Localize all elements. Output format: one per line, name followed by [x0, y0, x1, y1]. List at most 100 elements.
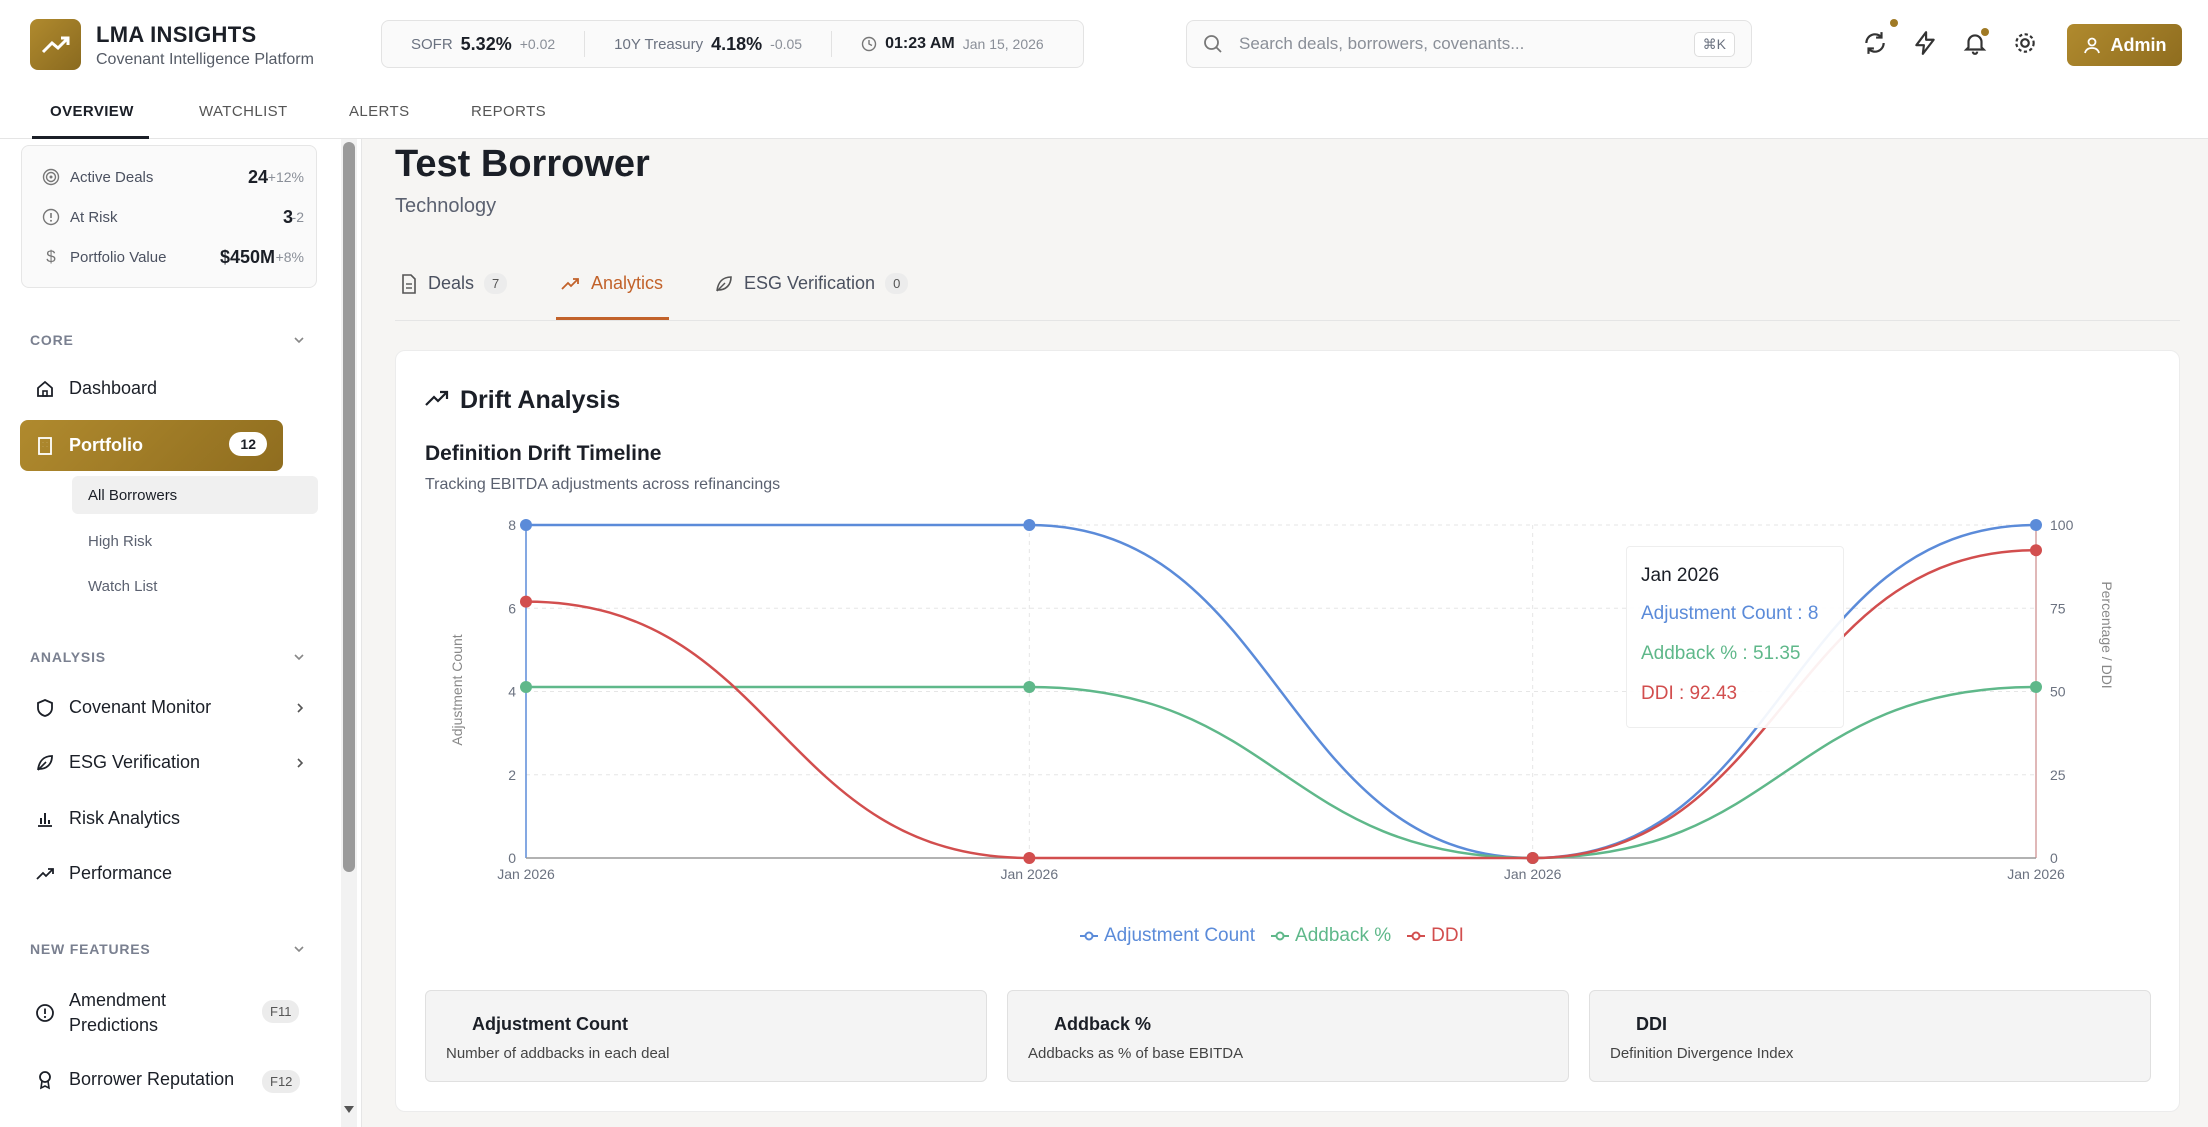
- sofr-value: 5.32%: [460, 33, 512, 54]
- chart-legend: Adjustment Count Addback % DDI: [1080, 925, 1464, 947]
- alert-circle-icon: [42, 208, 60, 226]
- tab-alerts[interactable]: ALERTS: [349, 103, 410, 120]
- info-desc: Addbacks as % of base EBITDA: [1028, 1045, 1244, 1062]
- tooltip-ddi: DDI : 92.43: [1641, 683, 1738, 704]
- tab-deals[interactable]: Deals 7: [400, 273, 508, 294]
- stat-label: Active Deals: [70, 168, 154, 186]
- bell-notification-dot: [1981, 28, 1989, 36]
- tab-esg-verification[interactable]: ESG Verification 0: [714, 273, 909, 294]
- stat-active-deals: Active Deals 24 +12%: [42, 166, 304, 188]
- data-point: [1023, 681, 1036, 694]
- sidebar-scroll-thumb[interactable]: [343, 142, 355, 872]
- nav-label: Borrower Reputation: [69, 1069, 235, 1089]
- left-tick-label: 0: [508, 850, 516, 866]
- content-tabs-border: [395, 320, 2180, 321]
- active-tab-indicator: [32, 136, 149, 139]
- chevron-down-icon[interactable]: [292, 650, 306, 664]
- data-point: [520, 681, 532, 694]
- nav-amendment-predictions[interactable]: Amendment Predictions: [35, 988, 166, 1038]
- data-point: [2030, 519, 2042, 531]
- trending-up-icon: [425, 390, 449, 406]
- right-tick-label: 100: [2050, 517, 2074, 533]
- data-point: [520, 519, 532, 531]
- x-tick-label: Jan 2026: [497, 866, 555, 882]
- legend-marker-icon: [1271, 931, 1290, 941]
- nav-label: Dashboard: [69, 378, 158, 398]
- stat-value: $450M: [220, 246, 276, 267]
- tooltip-addback: Addback % : 51.35: [1641, 643, 1801, 664]
- info-desc: Number of addbacks in each deal: [446, 1045, 670, 1062]
- nav-portfolio[interactable]: Portfolio 12: [20, 420, 283, 471]
- chart-title: Definition Drift Timeline: [425, 442, 662, 465]
- portfolio-count-badge: 12: [229, 432, 267, 456]
- tooltip-date: Jan 2026: [1641, 565, 1720, 586]
- tooltip-adjustment: Adjustment Count : 8: [1641, 603, 1819, 624]
- sub-all-borrowers[interactable]: All Borrowers: [72, 476, 318, 514]
- stat-portfolio-value: $ Portfolio Value $450M +8%: [42, 246, 304, 268]
- sofr-ticker: SOFR 5.32% +0.02: [382, 31, 586, 57]
- logo-icon[interactable]: [30, 19, 81, 70]
- search-input[interactable]: [1239, 34, 1679, 54]
- nav-risk-analytics[interactable]: Risk Analytics: [35, 808, 180, 829]
- tab-label: Deals: [428, 273, 475, 293]
- tab-reports[interactable]: REPORTS: [471, 103, 547, 120]
- trending-up-icon: [36, 867, 54, 880]
- nav-label: Performance: [69, 863, 173, 883]
- document-icon: [402, 273, 416, 294]
- borrower-sector: Technology: [395, 195, 497, 217]
- nav-esg-verification[interactable]: ESG Verification: [35, 752, 304, 773]
- bell-icon[interactable]: [1962, 30, 1988, 56]
- section-new-features[interactable]: NEW FEATURES: [30, 941, 151, 957]
- sidebar: [0, 139, 362, 1127]
- alert-circle-icon: [36, 1004, 54, 1022]
- user-icon: [2083, 37, 2100, 54]
- tab-label: Analytics: [591, 273, 664, 293]
- x-tick-label: Jan 2026: [2007, 866, 2065, 882]
- admin-button[interactable]: Admin: [2067, 24, 2182, 66]
- bar-chart-icon: [38, 812, 52, 827]
- chevron-down-icon[interactable]: [292, 333, 306, 347]
- award-icon: [39, 1070, 51, 1089]
- shortcut-badge: F11: [262, 1000, 300, 1023]
- leaf-icon: [37, 754, 53, 771]
- legend-adjustment[interactable]: Adjustment Count: [1080, 925, 1255, 947]
- chart-tooltip: Jan 2026 Adjustment Count : 8 Addback % …: [1626, 546, 1844, 728]
- building-icon: [38, 436, 52, 455]
- admin-label: Admin: [2110, 34, 2167, 55]
- tab-overview[interactable]: OVERVIEW: [50, 103, 134, 120]
- scroll-down-icon[interactable]: [343, 1104, 355, 1114]
- section-core[interactable]: CORE: [30, 332, 74, 348]
- nav-dashboard[interactable]: Dashboard: [35, 378, 157, 399]
- lightning-icon[interactable]: [1912, 30, 1938, 56]
- nav-covenant-monitor[interactable]: Covenant Monitor: [35, 697, 304, 718]
- search-bar[interactable]: ⌘K: [1186, 20, 1752, 68]
- tab-watchlist[interactable]: WATCHLIST: [199, 103, 288, 120]
- nav-borrower-reputation[interactable]: Borrower Reputation: [35, 1069, 234, 1090]
- left-tick-label: 2: [508, 767, 516, 783]
- right-tick-label: 0: [2050, 850, 2058, 866]
- nav-label: Risk Analytics: [69, 808, 181, 828]
- nav-label-line2: Predictions: [69, 1015, 159, 1035]
- stat-delta: -2: [291, 209, 304, 225]
- data-point: [2030, 681, 2042, 694]
- tab-label: ESG Verification: [744, 273, 876, 293]
- sub-high-risk[interactable]: High Risk: [88, 532, 153, 550]
- section-analysis[interactable]: ANALYSIS: [30, 649, 106, 665]
- right-tick-label: 25: [2050, 767, 2066, 783]
- stat-value: 24: [248, 166, 269, 187]
- legend-ddi[interactable]: DDI: [1407, 925, 1464, 947]
- treasury-label: 10Y Treasury: [614, 35, 704, 53]
- nav-label: ESG Verification: [69, 752, 201, 772]
- nav-performance[interactable]: Performance: [35, 863, 172, 884]
- stat-value: 3: [283, 206, 294, 227]
- series-line-1: [526, 685, 2037, 860]
- gear-icon[interactable]: [2012, 30, 2038, 56]
- legend-addback[interactable]: Addback %: [1271, 925, 1391, 947]
- stat-label: Portfolio Value: [70, 248, 167, 266]
- sub-watch-list[interactable]: Watch List: [88, 577, 158, 595]
- refresh-icon[interactable]: [1862, 30, 1888, 56]
- chevron-down-icon[interactable]: [292, 942, 306, 956]
- tab-analytics[interactable]: Analytics: [561, 273, 663, 294]
- x-tick-label: Jan 2026: [1504, 866, 1562, 882]
